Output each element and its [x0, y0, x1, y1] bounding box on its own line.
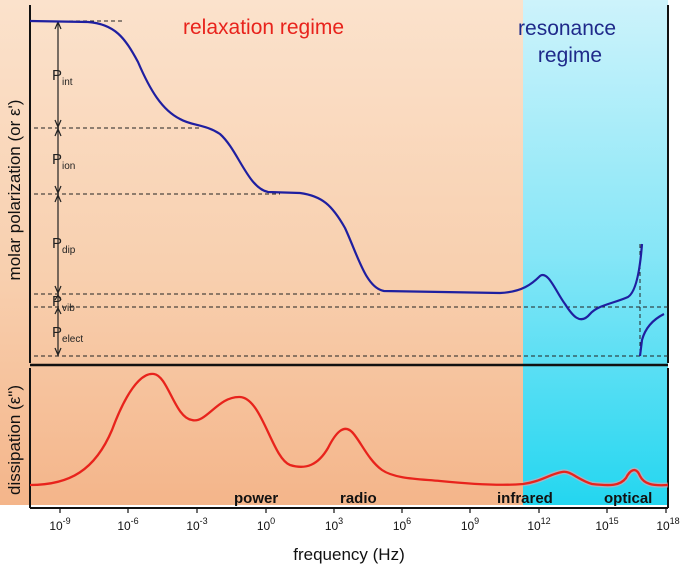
x-tick-label-1e-9: 10-9	[49, 516, 70, 533]
x-tick-label-1e-6: 10-6	[117, 516, 138, 533]
band-label-radio: radio	[340, 490, 377, 507]
x-tick-label-1e12: 1012	[527, 516, 550, 533]
band-label-power: power	[234, 490, 278, 507]
arrowhead-elect-up	[54, 306, 62, 315]
x-tick-label-1e3: 103	[325, 516, 343, 533]
component-label-int: Pint	[52, 67, 73, 88]
x-axis-label: frequency (Hz)	[293, 545, 404, 564]
dissipation-curve	[29, 372, 669, 487]
component-label-ion: Pion	[52, 151, 75, 172]
arrowhead-ion-up	[54, 127, 62, 137]
y-axis-label-bottom: dissipation (ε")	[5, 385, 24, 495]
arrowhead-vib-up	[54, 293, 62, 301]
band-label-optical: optical	[604, 490, 652, 507]
x-tick-label-1e9: 109	[461, 516, 479, 533]
band-label-infrared: infrared	[497, 490, 553, 507]
relaxation-regime-title: relaxation regime	[183, 16, 344, 39]
resonance-regime-title: resonance regime	[518, 17, 622, 67]
arrowhead-dip-down	[54, 285, 62, 295]
relaxation-region	[0, 0, 523, 505]
resonance-region	[523, 0, 668, 505]
resonance-title-line-2: regime	[538, 44, 602, 67]
polarization-curve-tail	[638, 313, 665, 357]
arrowhead-ion-down	[54, 185, 62, 195]
polarization-curve	[29, 19, 644, 321]
x-tick-label-1e0: 100	[257, 516, 275, 533]
component-label-vib: Pvib	[52, 293, 75, 314]
x-tick-label-1e15: 1015	[595, 516, 618, 533]
resonance-title-line-1: resonance	[518, 17, 616, 40]
y-axis-label-top: molar polarization (or ε')	[5, 100, 24, 281]
arrowhead-int-down	[54, 119, 62, 129]
x-tick-label-1e18: 1018	[656, 516, 679, 533]
x-tick-label-1e6: 106	[393, 516, 411, 533]
level-dashed-lines	[34, 20, 668, 357]
arrowhead-bottom	[54, 347, 62, 357]
arrowhead-dip-up	[54, 193, 62, 203]
component-label-dip: Pdip	[52, 235, 76, 256]
x-tick-label-1e-3: 10-3	[186, 516, 207, 533]
x-axis-ticks	[59, 508, 667, 513]
component-arrows	[54, 20, 62, 357]
component-label-elect: Pelect	[52, 324, 83, 345]
